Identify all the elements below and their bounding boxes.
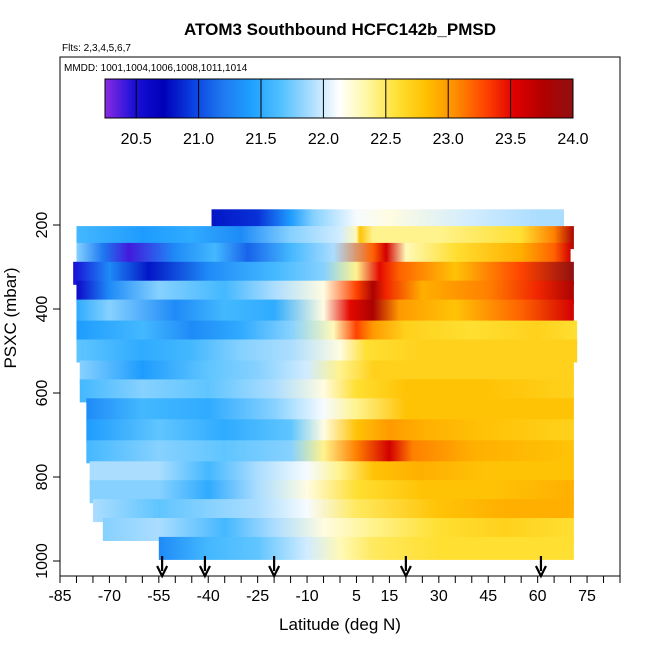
colorbar-tick-label: 20.5 [121, 131, 152, 148]
heatmap-band [76, 280, 574, 304]
heatmap-band [73, 261, 574, 285]
x-tick-label: -55 [147, 588, 170, 605]
x-axis-label: Latitude (deg N) [279, 615, 401, 634]
colorbar-tick-label: 21.0 [183, 131, 214, 148]
y-tick-label: 600 [34, 380, 51, 407]
x-tick-label: -85 [48, 588, 71, 605]
x-tick-label: -25 [246, 588, 269, 605]
heatmap-band [86, 440, 574, 464]
colorbar-tick-label: 22.0 [308, 131, 339, 148]
heatmap-band [76, 339, 578, 363]
profile-arrow [156, 556, 169, 579]
chart-title: ATOM3 Southbound HCFC142b_PMSD [184, 20, 496, 39]
dates-note: MMDD: 1001,1004,1006,1008,1011,1014 [64, 63, 248, 74]
colorbar-tick-label: 23.5 [495, 131, 526, 148]
heatmap-band [86, 419, 574, 443]
x-tick-label: -40 [197, 588, 220, 605]
y-tick-label: 1000 [34, 543, 51, 579]
x-tick-label: 5 [352, 588, 361, 605]
flights-note: Flts: 2,3,4,5,6,7 [62, 43, 131, 54]
x-tick-label: -70 [98, 588, 121, 605]
profile-arrow [198, 556, 211, 579]
profile-arrow [534, 556, 547, 579]
x-tick-label: 75 [578, 588, 596, 605]
y-axis-label: PSXC (mbar) [1, 267, 20, 368]
colorbar: 20.5 21.0 21.5 22.0 22.5 23.0 23.5 24.0 [104, 78, 589, 148]
x-tick-label: 45 [479, 588, 497, 605]
heatmap-band [76, 242, 571, 266]
x-tick-label: 60 [529, 588, 547, 605]
x-tick-label: 15 [381, 588, 399, 605]
y-tick-label: 400 [34, 296, 51, 323]
heatmap-bands [73, 209, 578, 560]
heatmap-band [92, 499, 574, 523]
colorbar-tick-label: 23.0 [433, 131, 464, 148]
x-axis: -85 -70 -55 -40 -25 -10 5 15 30 45 60 75 [48, 576, 621, 605]
y-tick-label: 200 [34, 212, 51, 239]
heatmap-band [79, 379, 574, 403]
x-tick-label: 30 [430, 588, 448, 605]
y-axis: 200 400 600 800 1000 [34, 212, 60, 579]
heatmap-band [86, 398, 574, 422]
colorbar-gradient [104, 78, 574, 119]
x-tick-label: -10 [295, 588, 318, 605]
heatmap-band [76, 320, 578, 344]
heatmap-band [102, 518, 574, 541]
y-tick-label: 800 [34, 464, 51, 491]
profile-arrows [156, 556, 547, 579]
colorbar-tick-label: 21.5 [245, 131, 276, 148]
heatmap-band [158, 536, 574, 560]
colorbar-tick-label: 24.0 [557, 131, 588, 148]
heatmap-band [79, 360, 574, 384]
heatmap-band [89, 480, 574, 504]
heatmap-band [76, 299, 574, 323]
heatmap-band [89, 461, 574, 485]
colorbar-tick-label: 22.5 [370, 131, 401, 148]
